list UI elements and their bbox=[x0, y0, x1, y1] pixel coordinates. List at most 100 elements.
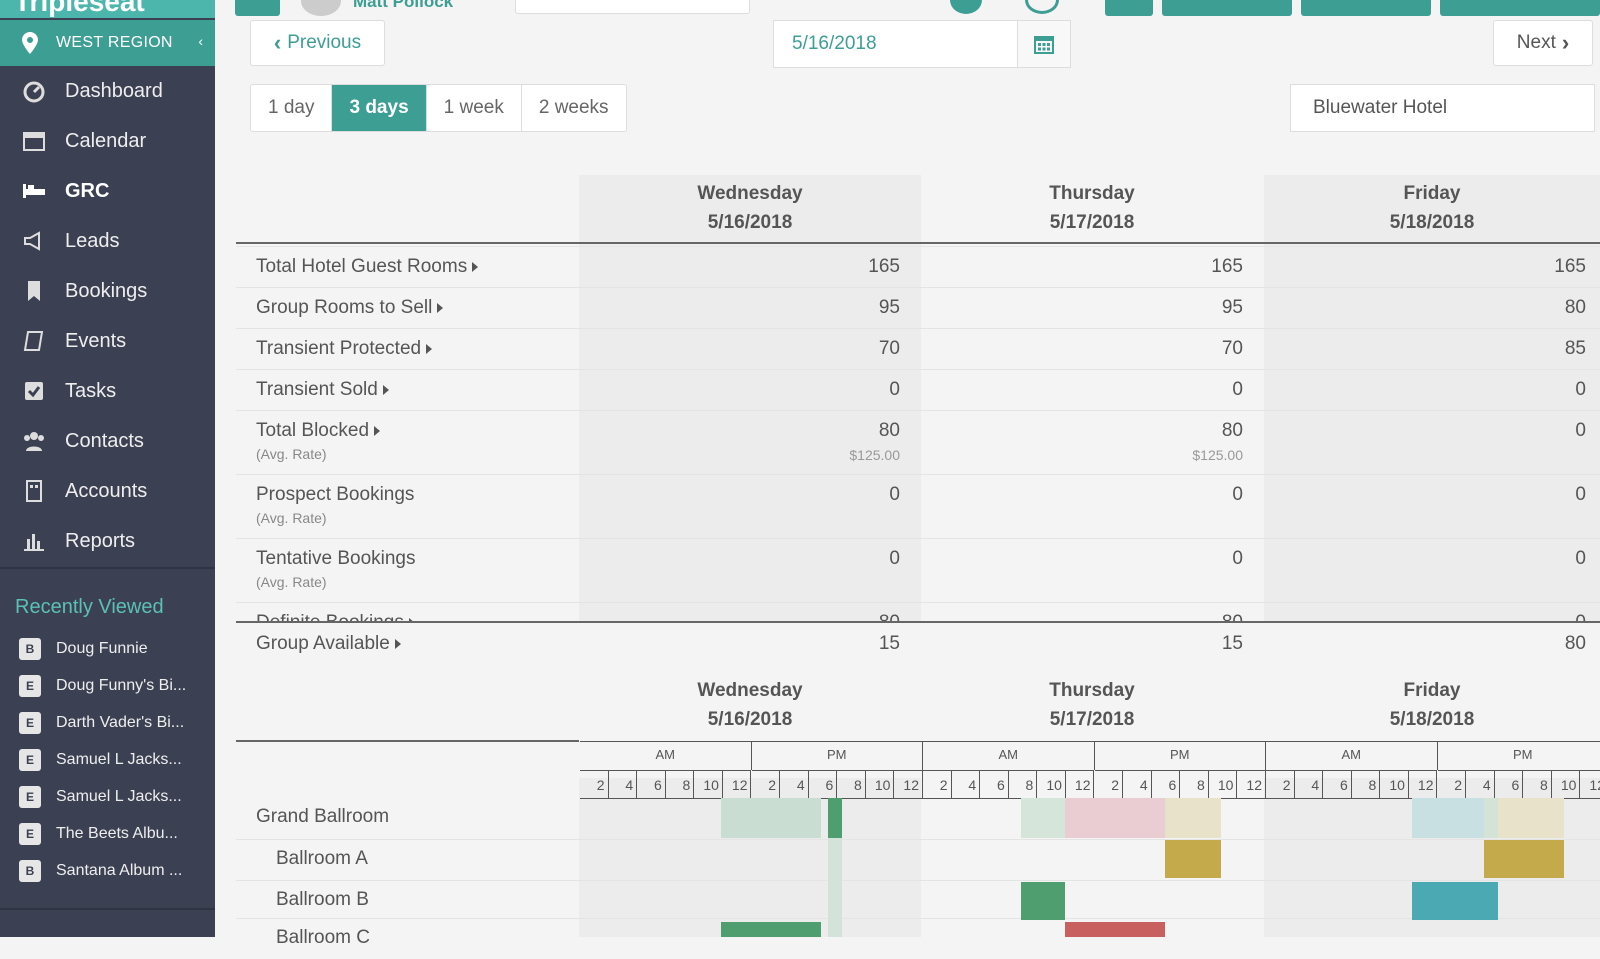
sidebar-item-tasks[interactable]: Tasks bbox=[0, 366, 215, 416]
table-row: Definite Bookings80800 bbox=[236, 602, 1600, 622]
phone-icon[interactable] bbox=[950, 0, 982, 14]
booking-block[interactable] bbox=[1484, 798, 1498, 838]
booking-block[interactable] bbox=[1065, 798, 1165, 838]
cell-value: 0 bbox=[1123, 548, 1243, 570]
space-name[interactable]: Grand Ballroom bbox=[256, 806, 389, 828]
range-3-days[interactable]: 3 days bbox=[332, 85, 426, 131]
sidebar-item-leads[interactable]: Leads bbox=[0, 216, 215, 266]
sidebar-item-dashboard[interactable]: Dashboard bbox=[0, 66, 215, 116]
sidebar-item-calendar[interactable]: Calendar bbox=[0, 116, 215, 166]
day-date: 5/16/2018 bbox=[579, 705, 921, 734]
booking-block[interactable] bbox=[1484, 840, 1564, 878]
space-name[interactable]: Ballroom C bbox=[276, 927, 370, 949]
sidebar-item-grc[interactable]: GRC bbox=[0, 166, 215, 216]
cell-value: 85 bbox=[1466, 338, 1586, 360]
app-logo[interactable]: Tripleseat bbox=[0, 0, 215, 18]
booking-block[interactable] bbox=[721, 922, 821, 937]
space-name[interactable]: Ballroom B bbox=[276, 889, 369, 911]
sidebar-item-events[interactable]: Events bbox=[0, 316, 215, 366]
new-lead-button[interactable] bbox=[1162, 0, 1292, 16]
hour-label: 4 bbox=[609, 770, 638, 799]
user-name[interactable]: Matt Pollock bbox=[353, 0, 453, 12]
map-pin-icon bbox=[22, 32, 38, 54]
row-sublabel: (Avg. Rate) bbox=[256, 510, 327, 526]
booking-block[interactable] bbox=[828, 798, 842, 838]
sidebar-item-contacts[interactable]: Contacts bbox=[0, 416, 215, 466]
row-label[interactable]: Transient Sold bbox=[256, 379, 389, 401]
sidebar-item-label: Reports bbox=[65, 530, 135, 553]
hour-label: 4 bbox=[1123, 770, 1152, 799]
new-booking-button[interactable] bbox=[1440, 0, 1600, 16]
hour-label: 6 bbox=[1495, 770, 1524, 799]
menu-button[interactable] bbox=[235, 0, 280, 16]
range-1-day[interactable]: 1 day bbox=[251, 85, 332, 131]
booking-block[interactable] bbox=[1065, 922, 1165, 937]
row-label[interactable]: Total Blocked bbox=[256, 420, 380, 442]
recently-viewed-label: Darth Vader's Bi... bbox=[56, 714, 184, 732]
chevron-left-icon: ‹ bbox=[274, 30, 281, 56]
sidebar-item-accounts[interactable]: Accounts bbox=[0, 466, 215, 516]
row-label: Tentative Bookings bbox=[256, 548, 416, 570]
cell-value: 70 bbox=[1123, 338, 1243, 360]
booking-block[interactable] bbox=[1412, 882, 1498, 920]
day-date: 5/17/2018 bbox=[921, 705, 1263, 734]
row-label[interactable]: Transient Protected bbox=[256, 338, 432, 360]
range-2-weeks[interactable]: 2 weeks bbox=[522, 85, 626, 131]
booking-block[interactable] bbox=[1498, 798, 1564, 838]
plus-button[interactable] bbox=[1105, 0, 1153, 16]
day-weekday: Wednesday bbox=[579, 179, 921, 208]
cell-value: 15 bbox=[780, 633, 900, 655]
caret-right-icon bbox=[437, 303, 443, 313]
booking-block[interactable] bbox=[1165, 798, 1221, 838]
new-event-button[interactable] bbox=[1301, 0, 1431, 16]
space-name[interactable]: Ballroom A bbox=[276, 848, 368, 870]
sidebar-item-bookings[interactable]: Bookings bbox=[0, 266, 215, 316]
booking-block[interactable] bbox=[1021, 798, 1065, 838]
next-button[interactable]: Next › bbox=[1493, 20, 1593, 66]
chevron-left-icon[interactable]: ‹ bbox=[198, 33, 203, 49]
range-1-week[interactable]: 1 week bbox=[427, 85, 522, 131]
period-label: AM bbox=[580, 741, 752, 770]
row-label-text: Group Available bbox=[256, 633, 390, 654]
bar-chart-icon bbox=[20, 529, 48, 553]
sidebar-divider bbox=[0, 908, 215, 910]
hour-label: 4 bbox=[952, 770, 981, 799]
previous-button[interactable]: ‹ Previous bbox=[250, 20, 385, 66]
hour-label: 2 bbox=[1266, 770, 1295, 799]
day-date: 5/17/2018 bbox=[921, 208, 1263, 237]
hotel-select[interactable]: Bluewater Hotel bbox=[1290, 84, 1595, 132]
date-picker-button[interactable] bbox=[1017, 20, 1071, 68]
period-label: AM bbox=[923, 741, 1095, 770]
booking-block[interactable] bbox=[721, 798, 821, 838]
row-label[interactable]: Group Available bbox=[256, 633, 401, 655]
row-label[interactable]: Total Hotel Guest Rooms bbox=[256, 256, 478, 278]
avatar[interactable] bbox=[301, 0, 341, 16]
booking-block[interactable] bbox=[1412, 798, 1484, 838]
search-input[interactable] bbox=[515, 0, 750, 14]
booking-block[interactable] bbox=[1165, 840, 1221, 878]
day-date: 5/16/2018 bbox=[579, 208, 921, 237]
booking-block[interactable] bbox=[1021, 882, 1065, 920]
cell-value: 80 bbox=[1466, 297, 1586, 319]
hour-label: 2 bbox=[1438, 770, 1467, 799]
date-input[interactable]: 5/16/2018 bbox=[773, 20, 1018, 68]
recently-viewed-label: Santana Album ... bbox=[56, 862, 182, 880]
chat-icon[interactable] bbox=[1025, 0, 1059, 14]
row-label[interactable]: Group Rooms to Sell bbox=[256, 297, 443, 319]
day-weekday: Friday bbox=[1264, 676, 1600, 705]
sidebar-item-reports[interactable]: Reports bbox=[0, 516, 215, 566]
booking-block[interactable] bbox=[828, 838, 842, 937]
cell-value: 0 bbox=[1466, 484, 1586, 506]
row-label-text: Transient Sold bbox=[256, 379, 378, 400]
region-selector[interactable]: WEST REGION ‹ bbox=[0, 20, 215, 66]
